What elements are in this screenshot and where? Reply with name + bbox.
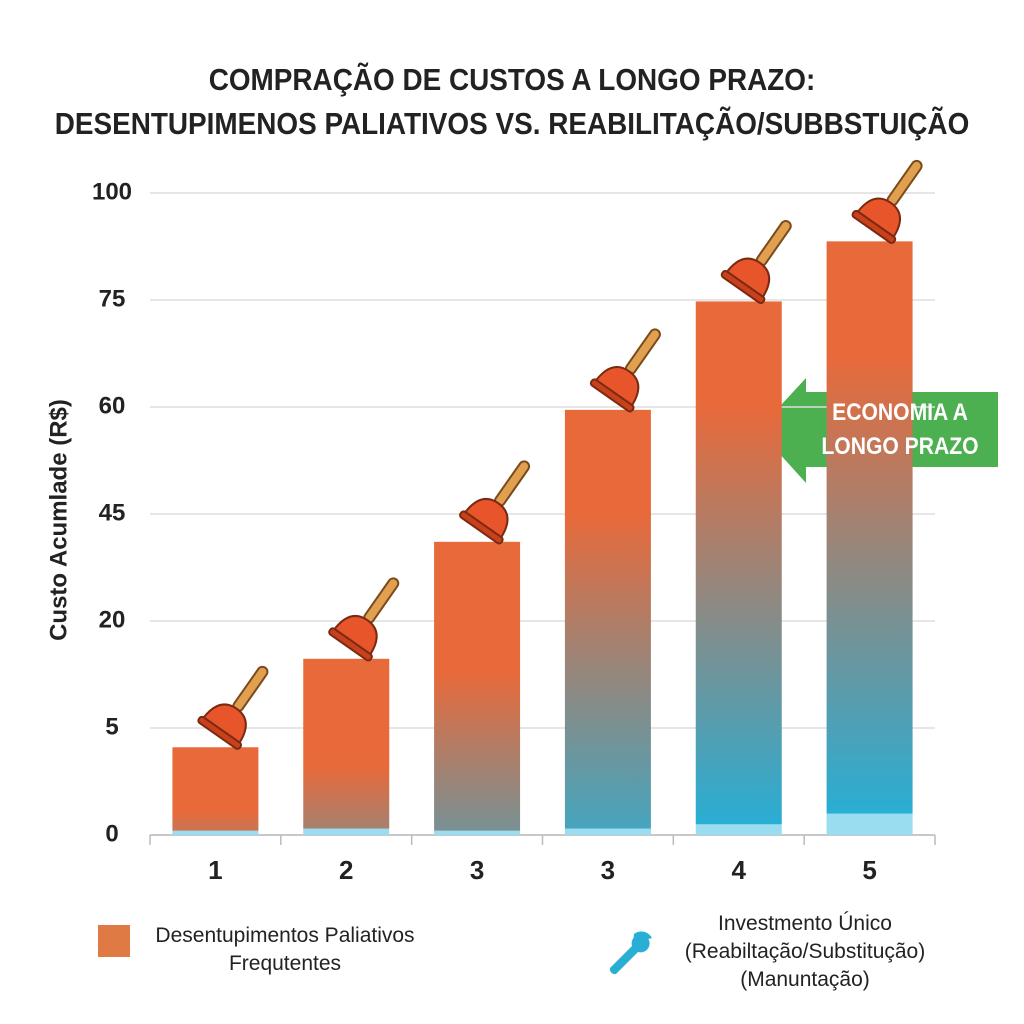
x-tick-label: 5: [862, 855, 876, 885]
legend-entry: Investmento Único (Reabiltação/Substituç…: [684, 912, 926, 991]
bar-segment: [303, 658, 390, 829]
plunger-icon: [589, 328, 661, 413]
legend-swatch: [98, 925, 130, 957]
x-tick-label: 2: [339, 855, 353, 885]
y-axis-label: Custo Acumlade (R$): [45, 399, 72, 641]
plunger-icon: [851, 159, 923, 244]
plunger-icon: [197, 665, 269, 750]
bar-segment: [564, 409, 651, 829]
bar-segment: [695, 824, 782, 835]
y-tick-label: 75: [99, 285, 126, 312]
chart-title: COMPRAÇÃO DE CUSTOS A LONGO PRAZO: DESEN…: [54, 62, 970, 141]
bar-segment: [172, 830, 259, 835]
bar-segment: [564, 828, 651, 835]
annotation: ECONOMIA A LONGO PRAZO: [821, 399, 979, 460]
y-tick-label: 0: [105, 820, 118, 847]
bar-segment: [826, 241, 913, 814]
y-tick-label: 100: [92, 178, 132, 205]
y-tick-label: 60: [99, 392, 126, 419]
plunger-icon: [720, 219, 792, 305]
bar-segment: [826, 813, 913, 835]
bar-segment: [434, 830, 521, 835]
x-tick-label: 3: [601, 855, 615, 885]
bar-segment: [303, 828, 390, 835]
plunger-icon: [459, 460, 531, 545]
legend-wrench-icon: [609, 931, 652, 975]
bar-segment: [695, 301, 782, 825]
plunger-icon: [328, 577, 400, 662]
y-tick-label: 5: [105, 713, 118, 740]
x-tick-label: 4: [732, 855, 747, 885]
bar-segment: [172, 747, 259, 831]
x-tick-label: 3: [470, 855, 484, 885]
x-tick-label: 1: [208, 855, 222, 885]
y-tick-label: 45: [99, 499, 126, 526]
legend-entry: Desentupimentos Paliativos Frequtentes: [155, 924, 415, 975]
bar-segment: [434, 541, 521, 831]
y-tick-label: 20: [99, 606, 126, 633]
